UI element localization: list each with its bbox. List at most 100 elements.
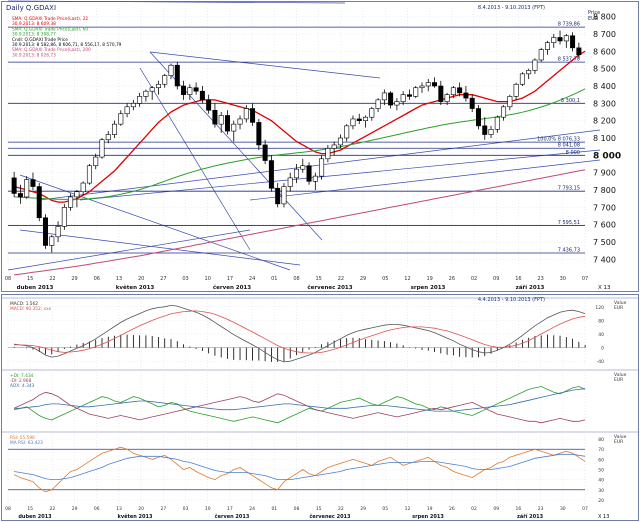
y-tick-label: 7 500 bbox=[593, 238, 616, 247]
candle-body bbox=[375, 99, 381, 109]
y-tick-label: 50 bbox=[598, 468, 604, 474]
x-tick-label: 26 bbox=[449, 506, 455, 512]
x-tick-label: 09 bbox=[493, 506, 499, 512]
candle-body bbox=[419, 85, 425, 89]
candle-body bbox=[130, 103, 136, 108]
y-tick-label: 8 400 bbox=[593, 82, 616, 91]
panel-axis-unit: EUR bbox=[614, 377, 623, 383]
legend-entry: 30.9.2013: 8 026,73 bbox=[12, 52, 56, 58]
month-label: červenec 2013 bbox=[307, 284, 352, 291]
trend-line bbox=[7, 0, 346, 4]
x-tick-label: 29 bbox=[72, 506, 78, 512]
trend-line bbox=[249, 159, 601, 201]
candle-body bbox=[394, 101, 400, 106]
y-tick-label: 8 700 bbox=[593, 30, 616, 39]
x-tick-label: 07 bbox=[582, 276, 588, 282]
main-frame bbox=[1, 1, 639, 292]
x-tick-label: 02 bbox=[471, 506, 477, 512]
candle-body bbox=[231, 123, 237, 132]
candle-body bbox=[469, 97, 475, 109]
month-label: červen 2013 bbox=[213, 284, 251, 291]
candle-body bbox=[212, 109, 218, 125]
x-tick-label: 15 bbox=[316, 506, 322, 512]
candle-body bbox=[137, 96, 143, 104]
candle-body bbox=[563, 35, 569, 42]
candle-body bbox=[99, 139, 105, 158]
candle-body bbox=[193, 87, 199, 92]
candle-body bbox=[93, 156, 99, 167]
sma-line bbox=[14, 169, 586, 276]
candle-body bbox=[155, 83, 161, 89]
x-tick-label: 29 bbox=[360, 276, 366, 282]
candle-body bbox=[74, 191, 80, 198]
candle-body bbox=[306, 165, 312, 182]
candle-body bbox=[168, 64, 174, 76]
legend-entry: SMA: Q.GDAXI Trade Price(Last), 22 bbox=[12, 16, 88, 22]
trend-line bbox=[19, 174, 291, 271]
candle-body bbox=[68, 196, 74, 208]
trend-line bbox=[79, 149, 601, 201]
indicator-legend: MACD: 1.562 bbox=[10, 301, 38, 307]
x-tick-label: 01 bbox=[271, 276, 277, 282]
month-label: duben 2013 bbox=[17, 285, 54, 291]
candle-body bbox=[551, 37, 557, 43]
candle-body bbox=[519, 73, 525, 85]
candle-body bbox=[17, 193, 23, 198]
y-tick-label: 60 bbox=[598, 457, 604, 463]
candle-body bbox=[218, 115, 224, 125]
x-tick-label: 20 bbox=[138, 276, 144, 282]
y-tick-label: 7 800 bbox=[593, 186, 616, 195]
indicator-legend: +DI: 7.434 bbox=[10, 373, 34, 379]
indicator-line bbox=[13, 446, 586, 493]
indicator-frame bbox=[1, 294, 639, 521]
candle-body bbox=[55, 226, 61, 238]
indicator-line bbox=[13, 391, 586, 424]
x-tick-label: 15 bbox=[316, 276, 322, 282]
candle-body bbox=[444, 94, 450, 102]
candle-body bbox=[105, 134, 111, 141]
month-label: srpen 2013 bbox=[411, 285, 446, 291]
candle-body bbox=[488, 129, 494, 135]
x-tick-label: 20 bbox=[138, 506, 144, 512]
candle-body bbox=[350, 118, 356, 127]
y-tick-label: 7 900 bbox=[593, 169, 616, 178]
y-tick-label: 20 bbox=[598, 498, 604, 504]
x-tick-label: 22 bbox=[338, 276, 344, 282]
y-tick-label: 8 200 bbox=[593, 117, 616, 126]
candle-body bbox=[337, 137, 343, 146]
y-tick-label: 70 bbox=[598, 447, 604, 453]
x-tick-label: 06 bbox=[94, 276, 100, 282]
candle-body bbox=[501, 106, 507, 118]
candle-body bbox=[143, 90, 149, 97]
candle-body bbox=[369, 108, 375, 118]
sma-line bbox=[14, 88, 586, 200]
candle-body bbox=[425, 82, 431, 87]
legend-entry: SMA: Q.GDAXI Trade Price(Last), 60 bbox=[12, 26, 88, 32]
candle-body bbox=[294, 168, 299, 179]
y-tick-label: 8 100 bbox=[593, 134, 616, 143]
candle-body bbox=[544, 42, 550, 50]
candle-body bbox=[275, 187, 281, 205]
candle-body bbox=[86, 165, 92, 184]
y-tick-label: 40 bbox=[598, 332, 604, 338]
candle-body bbox=[181, 85, 187, 95]
candle-body bbox=[256, 122, 262, 146]
candle-body bbox=[413, 87, 419, 97]
x-tick-label: 01 bbox=[271, 506, 277, 512]
x-tick-label: 13 bbox=[116, 506, 122, 512]
x-tick-label: 10 bbox=[205, 506, 211, 512]
panel-axis-header: Value bbox=[614, 300, 627, 306]
x-tick-label: 05 bbox=[382, 506, 388, 512]
indicator-legend: -DI: 2.968 bbox=[10, 378, 32, 384]
x-tick-label: 30 bbox=[560, 506, 566, 512]
month-label: červenec 2013 bbox=[309, 513, 351, 520]
x-tick-label: 24 bbox=[249, 506, 255, 512]
panel-axis-unit: EUR bbox=[614, 439, 623, 445]
candle-body bbox=[312, 175, 318, 182]
candle-body bbox=[576, 47, 582, 56]
x-tick-label: 29 bbox=[71, 276, 77, 282]
indicator-line bbox=[14, 388, 586, 412]
date-range: 8.4.2013 - 9.10.2013 (FPT) bbox=[478, 5, 545, 11]
candle-body bbox=[475, 108, 481, 127]
y-tick-label: 80 bbox=[598, 318, 604, 324]
